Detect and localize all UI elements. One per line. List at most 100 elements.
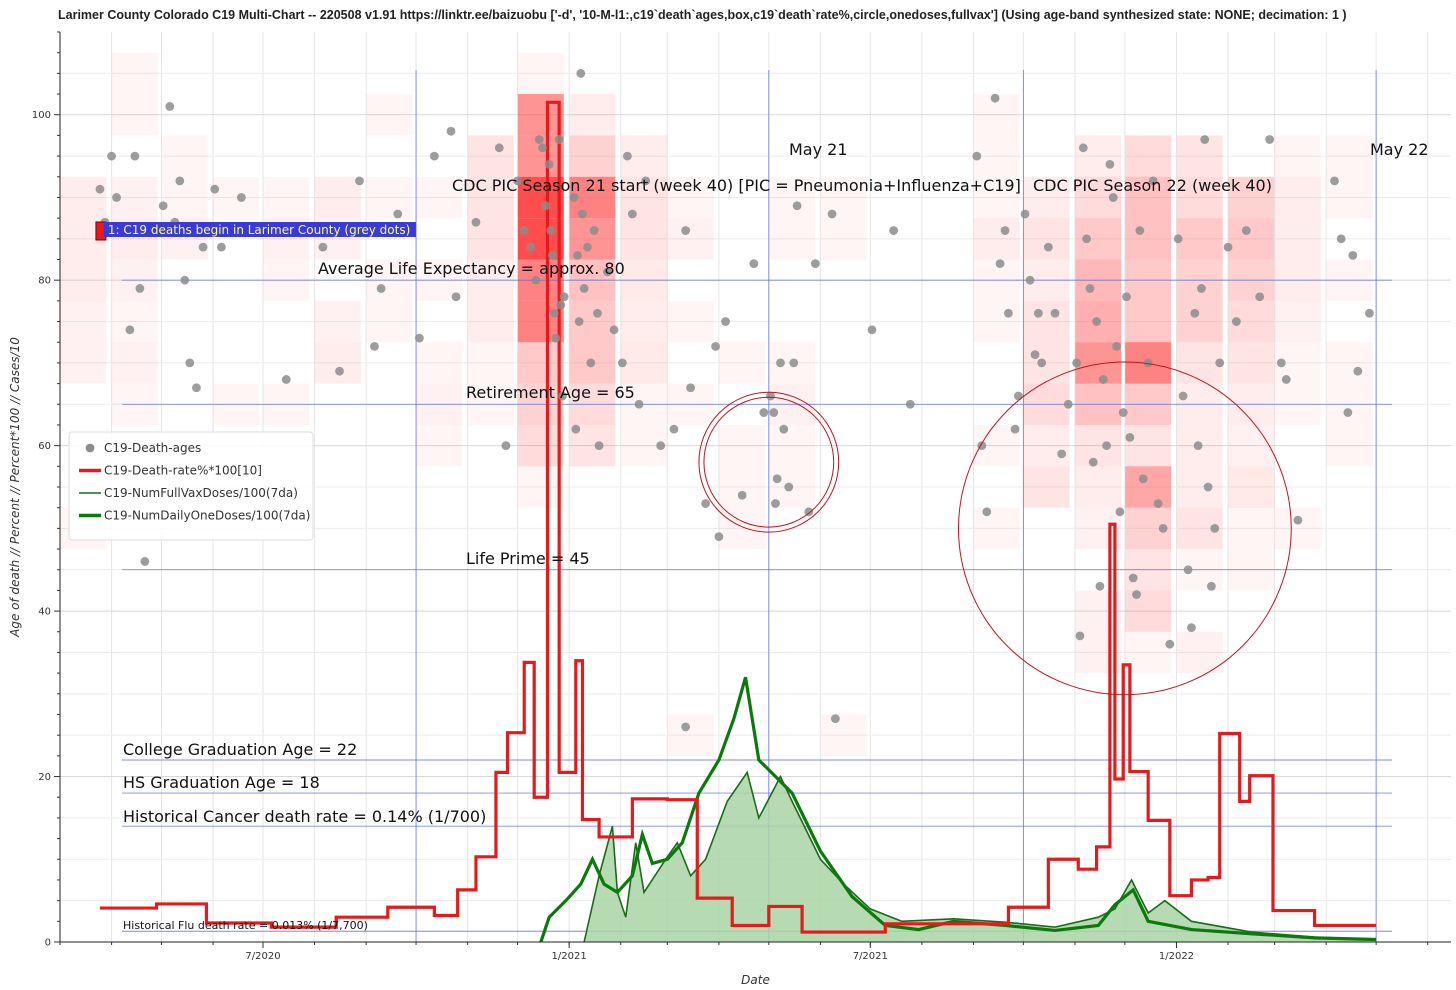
death-age-dot xyxy=(554,135,564,144)
age-band-box xyxy=(60,259,107,301)
death-age-dot xyxy=(1004,308,1013,318)
death-age-dot xyxy=(1125,432,1135,442)
death-age-dot xyxy=(995,259,1005,269)
death-age-dot xyxy=(198,242,208,252)
death-age-dot xyxy=(593,308,602,318)
death-age-dot xyxy=(990,93,1000,103)
death-age-dot xyxy=(1082,234,1092,244)
highlight-circle xyxy=(698,391,840,533)
death-age-dot xyxy=(714,532,724,542)
age-band-box xyxy=(719,342,766,384)
age-band-box xyxy=(467,300,514,343)
age-band-box xyxy=(517,218,564,260)
age-band-box xyxy=(416,176,463,219)
death-age-dot xyxy=(573,250,582,260)
age-band-box xyxy=(769,176,816,219)
age-band-box xyxy=(719,466,766,508)
age-band-box xyxy=(1176,135,1223,177)
legend-entry: C19-Death-ages xyxy=(104,441,201,455)
age-band-box xyxy=(60,342,107,384)
age-band-box xyxy=(1075,424,1122,467)
death-age-dot xyxy=(210,184,220,194)
death-age-dot xyxy=(236,193,246,202)
death-age-dot xyxy=(1037,358,1047,368)
y-tick-label: 80 xyxy=(38,276,51,287)
death-age-dot xyxy=(721,317,730,326)
death-age-dot xyxy=(1330,176,1339,186)
death-age-dot xyxy=(1063,399,1073,409)
death-age-dot xyxy=(609,325,619,335)
death-age-dot xyxy=(1108,193,1118,202)
death-age-dot xyxy=(1183,565,1193,575)
death-age-dot xyxy=(1098,375,1108,384)
death-age-dot xyxy=(804,507,814,517)
death-age-dot xyxy=(1057,449,1067,459)
death-age-dot xyxy=(569,193,579,202)
full-vax-area xyxy=(584,772,1377,942)
death-age-dot xyxy=(1158,523,1168,533)
age-band-box xyxy=(1023,300,1070,343)
y-tick-label: 0 xyxy=(45,938,51,949)
death-age-dot xyxy=(1148,176,1158,186)
death-age-dot xyxy=(1122,292,1131,302)
series-one-dose-line xyxy=(539,676,1377,943)
age-band-box xyxy=(1176,466,1223,508)
series-death-rate-line xyxy=(99,100,1377,934)
age-band-box xyxy=(1274,135,1321,177)
highlight-circle xyxy=(957,361,1292,696)
death-age-dot xyxy=(541,201,551,211)
death-age-dot xyxy=(641,176,651,186)
age-band-box xyxy=(973,218,1020,260)
death-age-dot xyxy=(534,135,544,144)
death-age-dot xyxy=(1115,507,1125,517)
death-age-dot xyxy=(779,424,789,434)
death-age-dot xyxy=(1072,358,1082,368)
death-age-dot xyxy=(867,325,877,335)
age-band-box xyxy=(1326,135,1373,177)
age-band-box xyxy=(366,94,413,136)
death-age-dot xyxy=(589,226,599,235)
age-band-box xyxy=(1125,300,1172,343)
age-band-box xyxy=(667,218,714,260)
age-band-box xyxy=(820,176,867,219)
x-tick-label: 7/2020 xyxy=(245,951,280,962)
age-band-box xyxy=(366,176,413,219)
death-age-dot xyxy=(1200,135,1210,144)
death-age-dot xyxy=(556,300,566,310)
death-age-dot xyxy=(175,176,185,186)
death-age-dot xyxy=(1033,308,1043,318)
y-axis-label: Age of death // Percent // Percent*100 /… xyxy=(8,337,22,638)
age-band-box xyxy=(314,342,361,384)
vertical-reference-label: CDC PIC Season 21 start (week 40) [PIC =… xyxy=(452,176,1021,195)
age-band-box xyxy=(1023,176,1070,219)
age-band-box xyxy=(667,176,714,219)
reference-label: Historical Cancer death rate = 0.14% (1/… xyxy=(123,807,486,826)
age-band-box xyxy=(314,176,361,219)
death-age-dots xyxy=(95,68,1374,732)
death-age-dot xyxy=(1153,499,1163,508)
death-age-dot xyxy=(538,143,547,153)
legend: C19-Death-ages C19-Death-rate%*100[10] C19… xyxy=(68,431,314,541)
death-age-dot xyxy=(766,391,775,401)
death-age-dot xyxy=(1178,391,1188,401)
death-age-dot xyxy=(1210,523,1220,533)
age-band-box xyxy=(111,94,158,136)
age-band-box xyxy=(719,424,766,467)
age-band-box xyxy=(60,300,107,343)
death-age-dot xyxy=(1092,317,1101,326)
death-age-dot xyxy=(1193,441,1203,451)
age-band-box xyxy=(569,135,616,177)
death-age-dot xyxy=(1173,234,1183,244)
death-age-dot xyxy=(376,284,386,293)
death-age-dot xyxy=(1187,623,1196,633)
y-tick-label: 20 xyxy=(38,772,51,783)
death-age-dot xyxy=(583,242,592,252)
death-age-dot xyxy=(140,557,150,566)
death-age-dot xyxy=(1223,242,1233,252)
death-age-dot xyxy=(1105,159,1115,169)
death-age-dot xyxy=(701,499,710,508)
death-age-dot xyxy=(544,159,554,169)
age-band-box xyxy=(60,176,107,219)
death-age-dot xyxy=(1293,515,1303,525)
